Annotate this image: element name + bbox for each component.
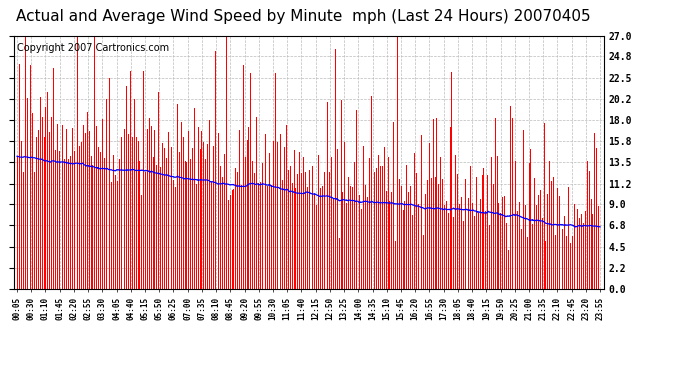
Text: Actual and Average Wind Speed by Minute  mph (Last 24 Hours) 20070405: Actual and Average Wind Speed by Minute … <box>17 9 591 24</box>
Text: Copyright 2007 Cartronics.com: Copyright 2007 Cartronics.com <box>17 43 169 53</box>
